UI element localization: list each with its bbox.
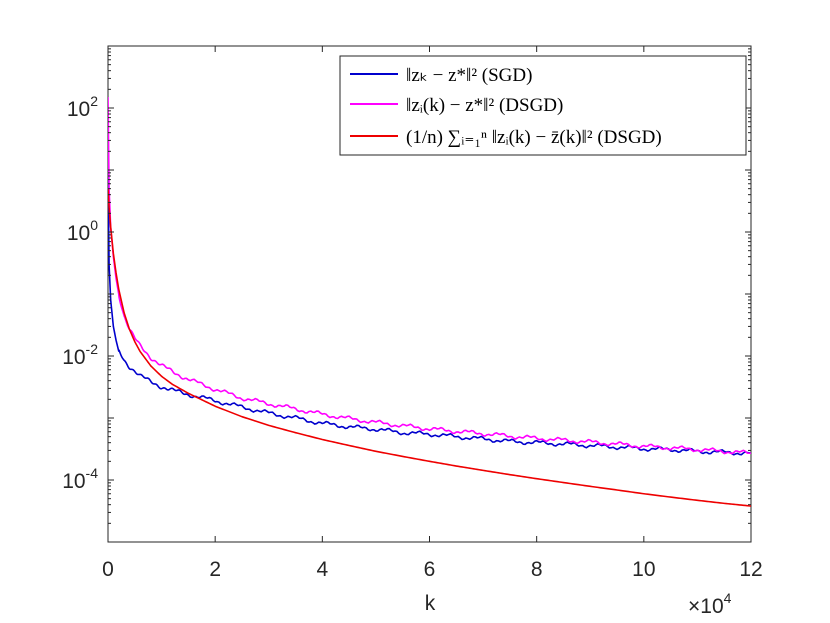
x-tick-label: 0 (102, 558, 114, 581)
y-tick-label: 10-4 (62, 465, 98, 493)
x-multiplier: ×104 (688, 590, 732, 618)
series-line-2 (108, 97, 751, 455)
y-tick-label-base: 10 (62, 470, 85, 493)
y-tick-label-base: 10 (67, 222, 90, 245)
x-multiplier-exponent: 4 (724, 590, 732, 606)
x-axis-label: k (425, 592, 436, 615)
y-tick-label: 10-2 (62, 341, 98, 369)
series-line-3 (108, 188, 751, 507)
x-tick-label: 10 (632, 558, 655, 581)
series-layer (108, 97, 751, 507)
y-tick-label-base: 10 (67, 98, 90, 121)
x-multiplier-base: ×10 (688, 595, 724, 618)
y-tick-label-exponent: -4 (86, 465, 99, 481)
x-tick-label: 8 (531, 558, 543, 581)
y-tick-label-exponent: 2 (90, 93, 98, 109)
legend-box (339, 55, 747, 156)
x-tick-label: 4 (316, 558, 328, 581)
legend-label-sgd: ‖zₖ − z*‖² (SGD) (406, 65, 532, 86)
x-tick-label: 6 (424, 558, 436, 581)
y-tick-label-exponent: -2 (86, 341, 99, 357)
legend: ‖zₖ − z*‖² (SGD) ‖zᵢ(k) − z*‖² (DSGD) (1… (339, 55, 747, 156)
y-tick-label: 102 (67, 93, 98, 121)
y-tick-label-base: 10 (62, 346, 85, 369)
legend-label-consensus: (1/n) ∑ᵢ₌₁ⁿ ‖zᵢ(k) − z̄(k)‖² (DSGD) (406, 127, 662, 148)
y-tick-label: 100 (67, 217, 98, 245)
x-tick-label: 12 (739, 558, 762, 581)
x-tick-label: 2 (209, 558, 221, 581)
y-tick-label-exponent: 0 (90, 217, 98, 233)
x-axis: 0 2 4 6 8 10 12 (102, 46, 763, 581)
legend-label-dsgd: ‖zᵢ(k) − z*‖² (DSGD) (406, 95, 563, 116)
